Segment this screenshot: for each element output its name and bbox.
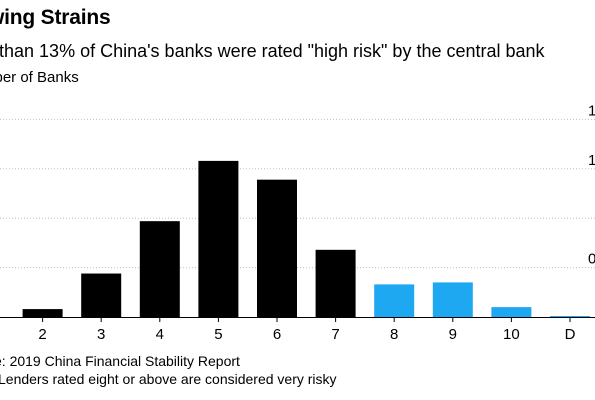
bar-7 [315,249,356,317]
bar-9 [432,282,473,317]
source-note: ce: 2019 China Financial Stability Repor… [0,353,240,369]
y-tick-label: 1 [588,152,595,169]
footnote: Lenders rated eight or above are conside… [0,371,337,387]
bar-5 [198,160,239,317]
x-tick-label-10: 10 [503,326,520,343]
x-tick-label-5: 5 [214,326,222,343]
y-tick-label: 0 [588,251,595,268]
x-tick-label-9: 9 [449,326,457,343]
x-tick-label-D: D [565,326,576,343]
y-axis-label: mber of Banks [0,69,79,86]
bar-2 [22,309,63,317]
y-tick-label: 1 [588,102,595,119]
x-tick-label-8: 8 [390,326,398,343]
x-tick-label-6: 6 [273,326,281,343]
x-tick-label-3: 3 [97,326,105,343]
bar-10 [491,307,532,317]
bar-3 [81,273,122,317]
chart-subtitle: e than 13% of China's banks were rated "… [0,41,545,61]
bar-8 [374,284,415,317]
bar-6 [257,179,297,317]
chart-title: wing Strains [0,6,111,29]
x-tick-label-7: 7 [331,326,339,343]
bar-4 [139,221,180,317]
bar-D [550,316,590,317]
x-tick-label-2: 2 [38,326,46,343]
x-tick-label-4: 4 [156,326,164,343]
